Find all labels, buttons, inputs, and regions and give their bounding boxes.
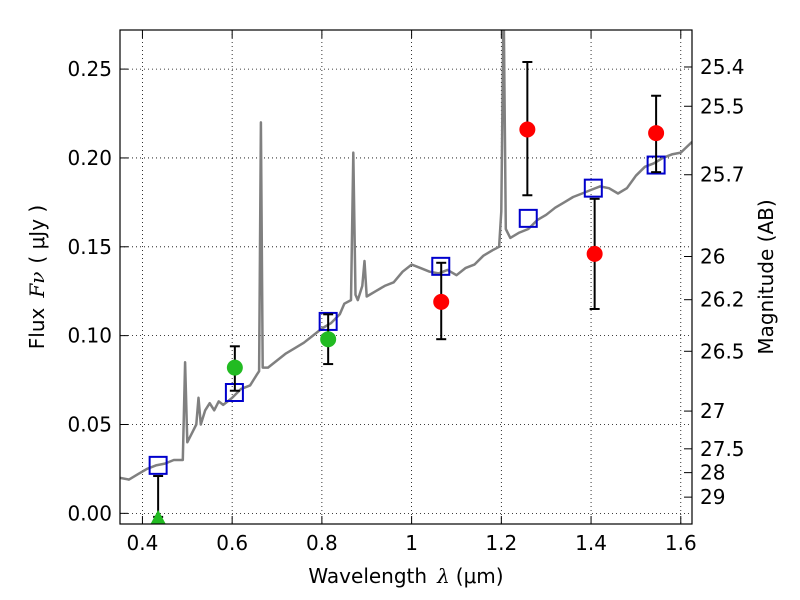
y-tick-label: 0.25	[67, 57, 112, 81]
red-data-point	[648, 125, 665, 142]
magnitude-tick-label: 25.4	[700, 55, 745, 79]
y-axis-label-symbol: Fν	[25, 272, 49, 299]
grid-lines	[120, 30, 692, 524]
x-axis-label-unit: (μm)	[456, 564, 504, 588]
y-tick-label: 0.00	[67, 501, 112, 525]
magnitude-tick-label: 26	[700, 244, 725, 268]
x-tick-label: 0.6	[216, 531, 248, 555]
red-data-point	[433, 293, 450, 310]
model-square-point	[518, 208, 538, 228]
y-axis-label: Flux Fν ( μJy )	[25, 205, 49, 349]
y-axis-label-unit: ( μJy )	[25, 205, 49, 264]
y-tick-label: 0.15	[67, 235, 112, 259]
model-square-point	[148, 455, 168, 475]
x-tick-label: 1	[405, 531, 418, 555]
x-axis-label: Wavelength λ (μm)	[308, 564, 503, 588]
x-tick-label: 0.8	[306, 531, 338, 555]
magnitude-tick-label: 25.7	[700, 163, 745, 187]
y-tick-label: 0.10	[67, 324, 112, 348]
data-marks	[148, 60, 666, 524]
y-tick-label: 0.20	[67, 146, 112, 170]
model-square-point	[583, 178, 603, 198]
green-data-point	[226, 359, 243, 376]
red-data-point	[519, 121, 536, 138]
magnitude-tick-label: 27	[700, 399, 725, 423]
green-data-point	[320, 331, 337, 348]
spectrum-layer	[120, 30, 692, 481]
axis-ticks: 0.4 0.6 0.8 1 1.2 1.4 1.6 0.00 0.05 0.10 0.15 0.20 0…	[67, 30, 745, 555]
magnitude-tick-label: 25.5	[700, 94, 745, 118]
x-axis-label-text: Wavelength	[308, 564, 427, 588]
magnitude-tick-label: 26.5	[700, 339, 745, 363]
x-axis-label-symbol: λ	[436, 564, 450, 588]
magnitude-tick-label: 29	[700, 485, 725, 509]
red-data-point	[586, 245, 603, 262]
magnitude-axis-label: Magnitude (AB)	[754, 199, 778, 354]
magnitude-tick-label: 27.5	[700, 437, 745, 461]
magnitude-tick-label: 28	[700, 461, 725, 485]
spectrum-line	[120, 30, 692, 481]
y-tick-label: 0.05	[67, 412, 112, 436]
magnitude-tick-label: 26.2	[700, 288, 745, 312]
x-tick-label: 1.6	[665, 531, 697, 555]
plot-frame	[119, 29, 693, 525]
x-tick-label: 1.2	[485, 531, 517, 555]
x-tick-label: 1.4	[575, 531, 607, 555]
y-axis-label-text: Flux	[25, 307, 49, 349]
x-tick-label: 0.4	[127, 531, 159, 555]
